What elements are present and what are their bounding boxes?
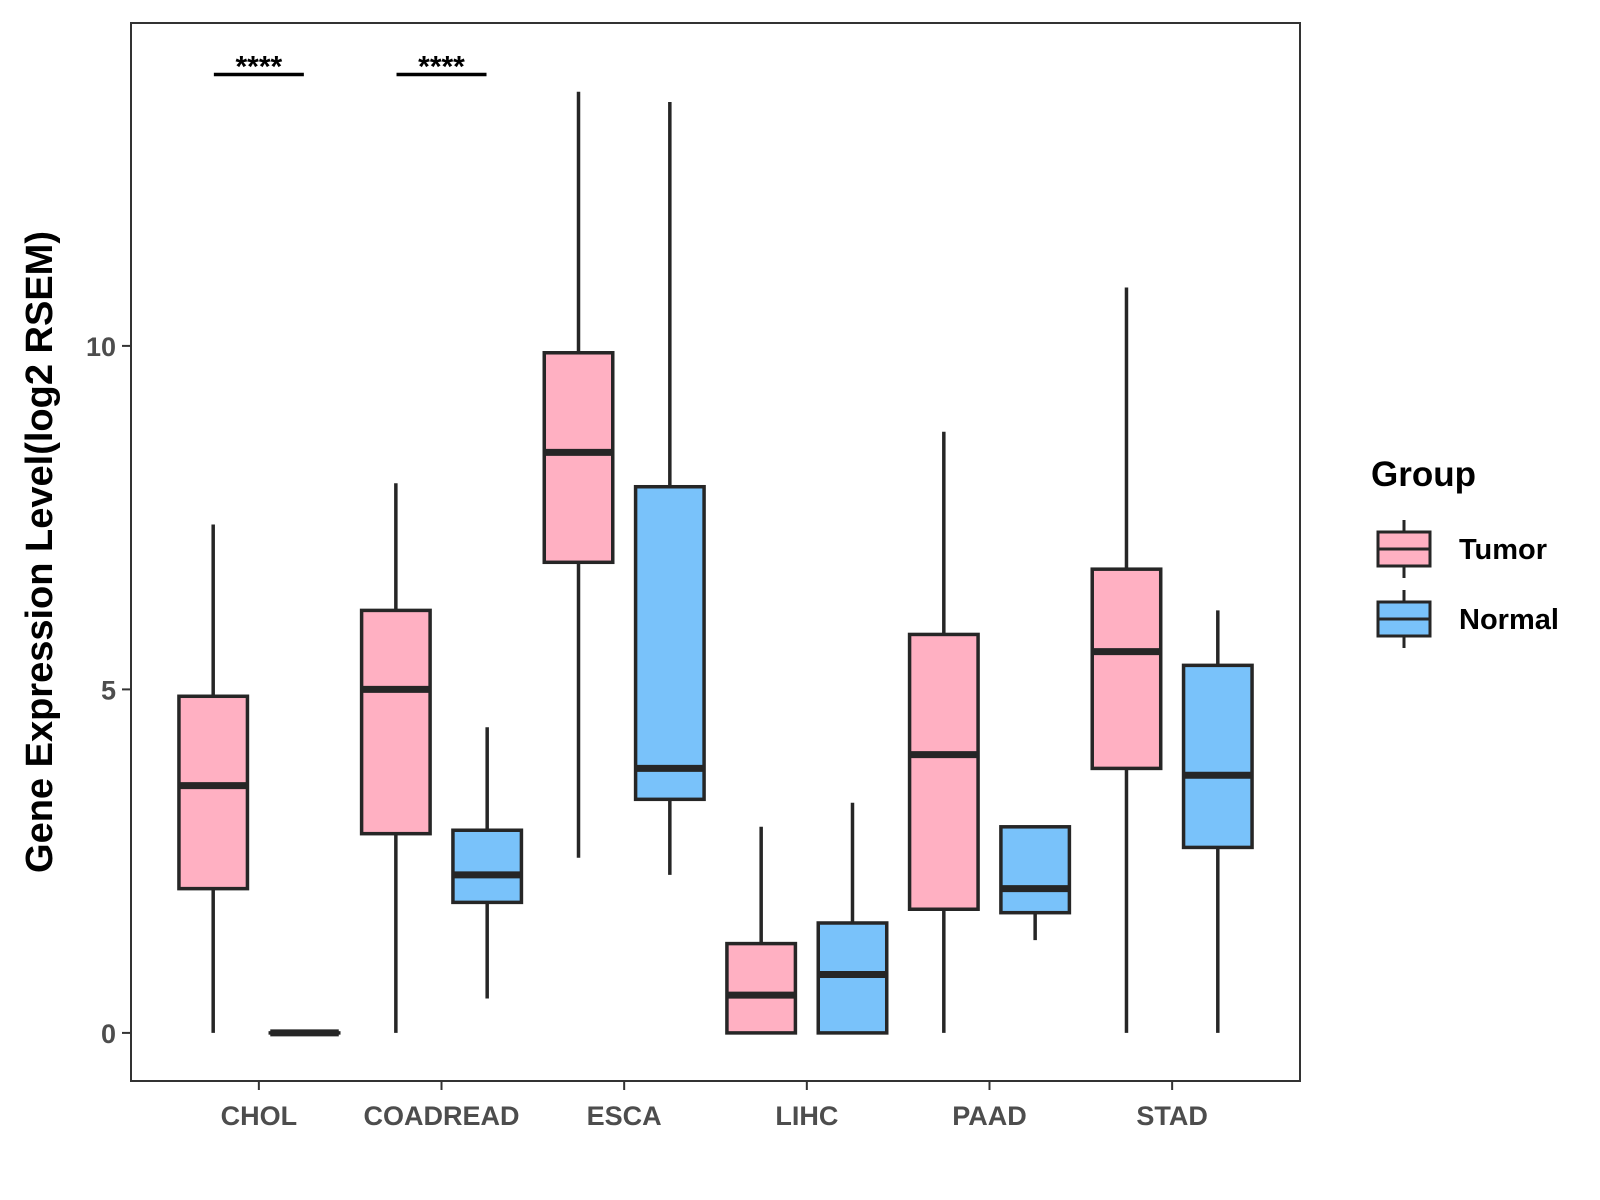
box-tumor-coadread [359, 483, 432, 1033]
legend-label-normal: Normal [1459, 604, 1559, 636]
box-body [451, 828, 524, 905]
box-body [542, 351, 615, 565]
box-tumor-lihc [725, 826, 798, 1035]
box-normal-coadread [451, 727, 524, 999]
box-tumor-esca [542, 91, 615, 858]
box-body [907, 632, 980, 911]
y-tick-label-5: 5 [101, 675, 116, 705]
x-tick-label-stad: STAD [1136, 1101, 1208, 1131]
box-normal-stad [1181, 610, 1254, 1033]
y-axis-title: Gene Expression Level(log2 RSEM) [19, 231, 61, 873]
box-body [177, 694, 250, 891]
box-normal-paad [999, 825, 1072, 941]
box-tumor-chol [177, 524, 250, 1033]
legend-key-normal [1376, 590, 1432, 648]
box-body [359, 608, 432, 836]
box-body [999, 825, 1072, 915]
significance-label-chol: **** [236, 51, 283, 84]
legend-title: Group [1371, 455, 1476, 494]
box-body [1090, 567, 1163, 771]
legend-key-tumor [1376, 520, 1432, 578]
box-body [633, 484, 706, 802]
box-body [725, 941, 798, 1035]
box-tumor-paad [907, 431, 980, 1033]
legend: Group Tumor Normal [1371, 455, 1559, 648]
box-normal-esca [633, 102, 706, 875]
x-tick-label-lihc: LIHC [775, 1101, 838, 1131]
x-tick-label-esca: ESCA [587, 1101, 662, 1131]
x-tick-label-paad: PAAD [952, 1101, 1027, 1131]
x-tick-label-chol: CHOL [221, 1101, 298, 1131]
x-tick-label-coadread: COADREAD [364, 1101, 520, 1131]
y-tick-label-10: 10 [86, 332, 116, 362]
significance-label-coadread: **** [418, 51, 465, 84]
box-body [1181, 663, 1254, 850]
y-tick-label-0: 0 [101, 1019, 116, 1049]
panel-border [130, 22, 1301, 1082]
legend-label-tumor: Tumor [1459, 534, 1547, 566]
box-tumor-stad [1090, 287, 1163, 1033]
plot-area: 0 5 10 CHOL COADREAD ESCA LIHC PAAD STAD **** **** [86, 22, 1301, 1131]
box-normal-lihc [816, 802, 889, 1035]
